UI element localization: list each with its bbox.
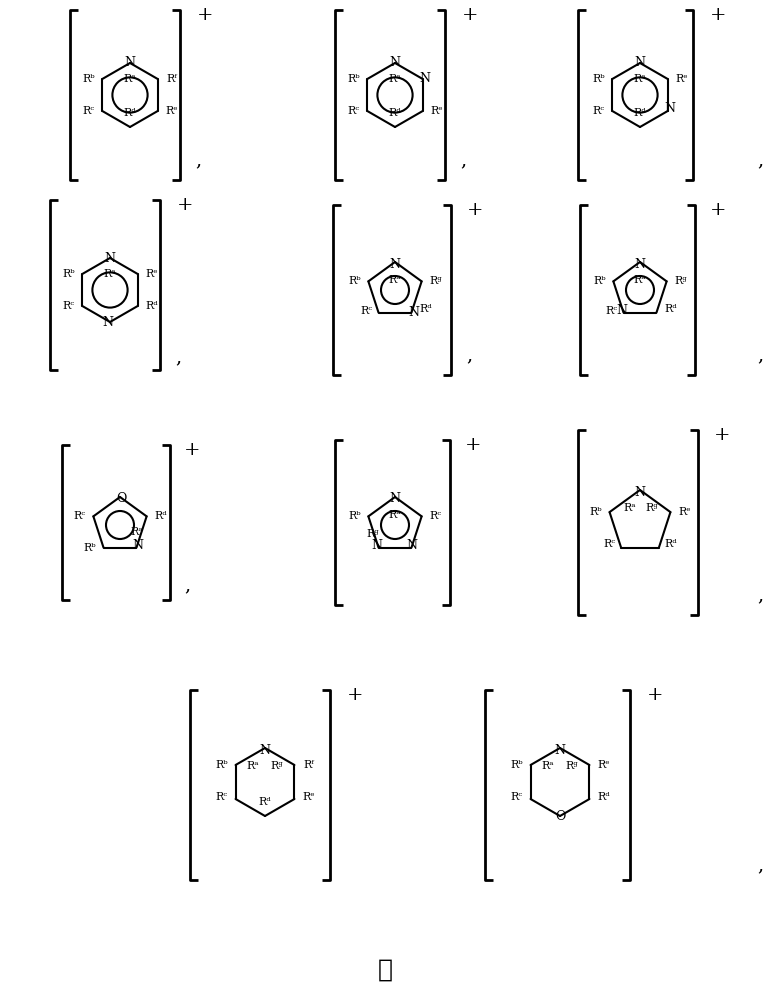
Text: Rᵍ: Rᵍ (270, 761, 283, 771)
Text: Rᵈ: Rᵈ (597, 792, 610, 802)
Text: ,: , (757, 346, 763, 364)
Text: Rᵇ: Rᵇ (347, 74, 360, 84)
Text: N: N (371, 539, 382, 552)
Text: Rᵈ: Rᵈ (154, 511, 167, 521)
Text: Rᵇ: Rᵇ (348, 276, 360, 286)
Text: Rᵈ: Rᵈ (389, 108, 401, 118)
Text: +: + (710, 201, 726, 219)
Text: N: N (102, 316, 113, 328)
Text: Rᵉ: Rᵉ (302, 792, 315, 802)
Text: +: + (710, 6, 726, 24)
Text: O: O (116, 492, 126, 506)
Text: +: + (714, 426, 730, 444)
Text: Rᶠ: Rᶠ (166, 74, 177, 84)
Text: +: + (346, 686, 363, 704)
Text: Rᵇ: Rᵇ (216, 760, 228, 770)
Text: Rᵇ: Rᵇ (592, 74, 604, 84)
Text: Rᵃ: Rᵃ (124, 74, 136, 84)
Text: +: + (647, 686, 663, 704)
Text: Rᶜ: Rᶜ (360, 306, 373, 316)
Text: Rᵃ: Rᵃ (634, 74, 646, 84)
Text: +: + (177, 196, 193, 214)
Text: Rᶜ: Rᶜ (73, 511, 85, 521)
Text: N: N (634, 486, 645, 498)
Text: N: N (634, 56, 645, 70)
Text: Rᶠ: Rᶠ (303, 760, 314, 770)
Text: Rᵃ: Rᵃ (246, 761, 259, 771)
Text: +: + (467, 201, 484, 219)
Text: Rᶜ: Rᶜ (603, 539, 615, 549)
Text: Rᵃ: Rᵃ (634, 275, 646, 285)
Text: N: N (125, 56, 136, 70)
Text: Rᵇ: Rᵇ (83, 543, 95, 553)
Text: Rᵈ: Rᵈ (419, 304, 432, 314)
Text: Rᵉ: Rᵉ (597, 760, 610, 770)
Text: +: + (197, 6, 213, 24)
Text: O: O (555, 810, 565, 822)
Text: N: N (408, 306, 419, 319)
Text: N: N (390, 56, 400, 70)
Text: ,: , (757, 856, 763, 874)
Text: Rᵈ: Rᵈ (146, 301, 158, 311)
Text: N: N (616, 304, 627, 317)
Text: ,: , (195, 151, 201, 169)
Text: N: N (105, 251, 116, 264)
Text: ,: , (757, 151, 763, 169)
Text: Rᵃ: Rᵃ (624, 503, 636, 513)
Text: ,: , (460, 151, 466, 169)
Text: Rᵃ: Rᵃ (130, 527, 142, 537)
Text: N: N (419, 73, 430, 86)
Text: +: + (465, 436, 481, 454)
Text: Rᵇ: Rᵇ (62, 269, 75, 279)
Text: 和: 和 (377, 958, 393, 982)
Text: ,: , (757, 586, 763, 604)
Text: Rᵈ: Rᵈ (664, 304, 677, 314)
Text: Rᵇ: Rᵇ (348, 511, 360, 521)
Text: +: + (462, 6, 478, 24)
Text: Rᶜ: Rᶜ (592, 106, 604, 116)
Text: N: N (390, 492, 400, 506)
Text: N: N (132, 539, 143, 552)
Text: ,: , (175, 348, 181, 366)
Text: Rᵃ: Rᵃ (389, 74, 401, 84)
Text: Rᵃ: Rᵃ (104, 269, 116, 279)
Text: Rᵃ: Rᵃ (389, 275, 401, 285)
Text: ,: , (466, 346, 472, 364)
Text: N: N (259, 744, 270, 756)
Text: Rᶜ: Rᶜ (216, 792, 228, 802)
Text: Rᵍ: Rᵍ (429, 276, 442, 286)
Text: Rᵈ: Rᵈ (124, 108, 136, 118)
Text: Rᵉ: Rᵉ (430, 106, 443, 116)
Text: Rᵍ: Rᵍ (367, 529, 379, 539)
Text: Rᶜ: Rᶜ (605, 306, 618, 316)
Text: N: N (406, 539, 417, 552)
Text: Rᵃ: Rᵃ (541, 761, 554, 771)
Text: Rᵉ: Rᵉ (675, 74, 688, 84)
Text: Rᵈ: Rᵈ (634, 108, 646, 118)
Text: N: N (665, 103, 675, 115)
Text: Rᶜ: Rᶜ (430, 511, 442, 521)
Text: Rᶜ: Rᶜ (347, 106, 360, 116)
Text: Rᵇ: Rᵇ (593, 276, 606, 286)
Text: Rᵈ: Rᵈ (259, 797, 271, 807)
Text: Rᵍ: Rᵍ (645, 503, 658, 513)
Text: Rᵇ: Rᵇ (589, 507, 602, 517)
Text: ,: , (184, 576, 190, 594)
Text: Rᶜ: Rᶜ (82, 106, 95, 116)
Text: N: N (554, 744, 565, 756)
Text: Rᵍ: Rᵍ (675, 276, 687, 286)
Text: Rᵇ: Rᵇ (82, 74, 95, 84)
Text: Rᵈ: Rᵈ (665, 539, 677, 549)
Text: Rᵍ: Rᵍ (566, 761, 578, 771)
Text: N: N (390, 257, 400, 270)
Text: +: + (184, 441, 200, 459)
Text: Rᵇ: Rᵇ (511, 760, 523, 770)
Text: Rᶜ: Rᶜ (511, 792, 523, 802)
Text: Rᵉ: Rᵉ (678, 507, 691, 517)
Text: Rᵉ: Rᵉ (146, 269, 158, 279)
Text: N: N (634, 257, 645, 270)
Text: Rᵃ: Rᵃ (389, 510, 401, 520)
Text: Rᵉ: Rᵉ (166, 106, 178, 116)
Text: Rᶜ: Rᶜ (62, 301, 75, 311)
